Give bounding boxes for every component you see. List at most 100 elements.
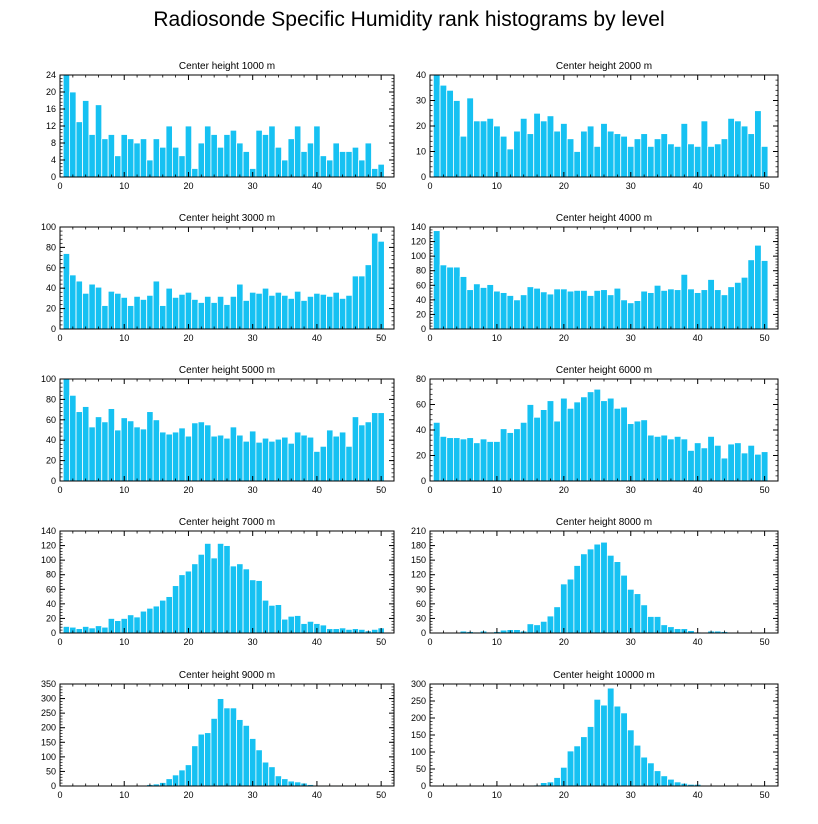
bar: [204, 732, 212, 787]
bar: [459, 276, 468, 330]
bar: [720, 457, 729, 482]
bar: [326, 429, 334, 482]
bar: [653, 284, 662, 330]
bar: [647, 145, 655, 178]
bar: [236, 719, 244, 787]
x-tick-label: 40: [693, 637, 703, 647]
y-tick-label: 20: [46, 304, 56, 314]
bar: [553, 420, 561, 482]
bar: [526, 404, 535, 482]
bar: [184, 570, 193, 634]
bar: [133, 142, 141, 178]
y-tick-label: 60: [416, 280, 426, 290]
x-tick-label: 50: [376, 485, 386, 495]
bar: [660, 289, 668, 330]
y-tick-label: 0: [421, 628, 426, 638]
y-tick-label: 0: [421, 172, 426, 182]
bar: [566, 138, 575, 178]
bar: [546, 115, 555, 178]
x-tick-label: 40: [312, 333, 322, 343]
x-tick-label: 30: [626, 790, 636, 800]
bar: [633, 744, 642, 787]
bar: [473, 442, 481, 482]
bar: [687, 288, 695, 330]
bar: [313, 125, 321, 178]
bar: [127, 614, 135, 634]
x-tick-label: 50: [760, 333, 770, 343]
bar: [747, 444, 755, 482]
bar: [673, 435, 682, 482]
y-tick-label: 80: [416, 266, 426, 276]
bar: [526, 133, 535, 178]
y-tick-label: 100: [41, 555, 56, 565]
bar: [88, 627, 96, 634]
bar: [760, 260, 769, 330]
bar: [229, 295, 238, 330]
panel-3: Center height 3000 m 0 10 20 30 40 50 0 20 40 60 80…: [41, 213, 395, 343]
bar: [62, 253, 71, 330]
y-tick-label: 150: [41, 737, 56, 747]
bar: [229, 426, 238, 482]
x-tick-label: 0: [427, 485, 432, 495]
bar: [178, 769, 186, 787]
bar: [640, 756, 648, 787]
x-tick-label: 40: [693, 181, 703, 191]
bar: [714, 444, 722, 482]
x-tick-label: 50: [376, 637, 386, 647]
bar: [287, 297, 295, 330]
bar: [255, 580, 263, 634]
bar: [573, 289, 581, 330]
bar: [114, 620, 122, 634]
bar: [268, 604, 276, 634]
x-tick-label: 20: [183, 181, 193, 191]
bar: [540, 291, 548, 330]
bar: [560, 583, 568, 634]
bar: [693, 442, 702, 482]
x-tick-label: 50: [376, 790, 386, 800]
y-tick-label: 80: [46, 242, 56, 252]
bar: [114, 155, 122, 178]
bar: [633, 420, 642, 482]
bar: [714, 143, 722, 178]
x-tick-label: 40: [312, 485, 322, 495]
x-tick-label: 40: [312, 790, 322, 800]
bar: [593, 388, 602, 482]
bar: [546, 615, 555, 634]
bar: [351, 146, 360, 178]
x-tick-label: 50: [376, 333, 386, 343]
bar: [210, 134, 218, 178]
bar: [580, 553, 588, 634]
bar: [707, 279, 715, 330]
panel-title: Center height 9000 m: [179, 670, 275, 681]
y-tick-label: 40: [416, 425, 426, 435]
bar: [338, 151, 347, 178]
bar: [300, 300, 308, 330]
bar: [216, 434, 225, 482]
x-tick-label: 30: [626, 485, 636, 495]
bar: [268, 766, 276, 787]
panel-1: Center height 1000 m 0 10 20 30 40 50 0 4 8 12 16 20…: [46, 61, 395, 191]
bar: [466, 97, 474, 178]
bar: [486, 441, 494, 482]
bar: [513, 130, 521, 178]
bar: [653, 138, 662, 178]
x-tick-label: 0: [427, 333, 432, 343]
bar: [326, 159, 334, 178]
bar: [358, 424, 366, 482]
bar: [171, 296, 180, 330]
y-tick-label: 100: [411, 747, 426, 757]
bar: [107, 290, 115, 330]
y-tick-label: 60: [46, 263, 56, 273]
bar: [306, 142, 315, 178]
bar: [249, 430, 257, 482]
bar: [486, 117, 494, 178]
bar: [107, 408, 115, 482]
bar: [647, 762, 655, 787]
y-tick-label: 180: [411, 541, 426, 551]
bar: [714, 289, 722, 330]
y-tick-label: 140: [41, 526, 56, 536]
bar: [446, 266, 454, 330]
bar: [640, 290, 648, 330]
x-tick-label: 10: [492, 485, 502, 495]
bar: [261, 761, 270, 787]
